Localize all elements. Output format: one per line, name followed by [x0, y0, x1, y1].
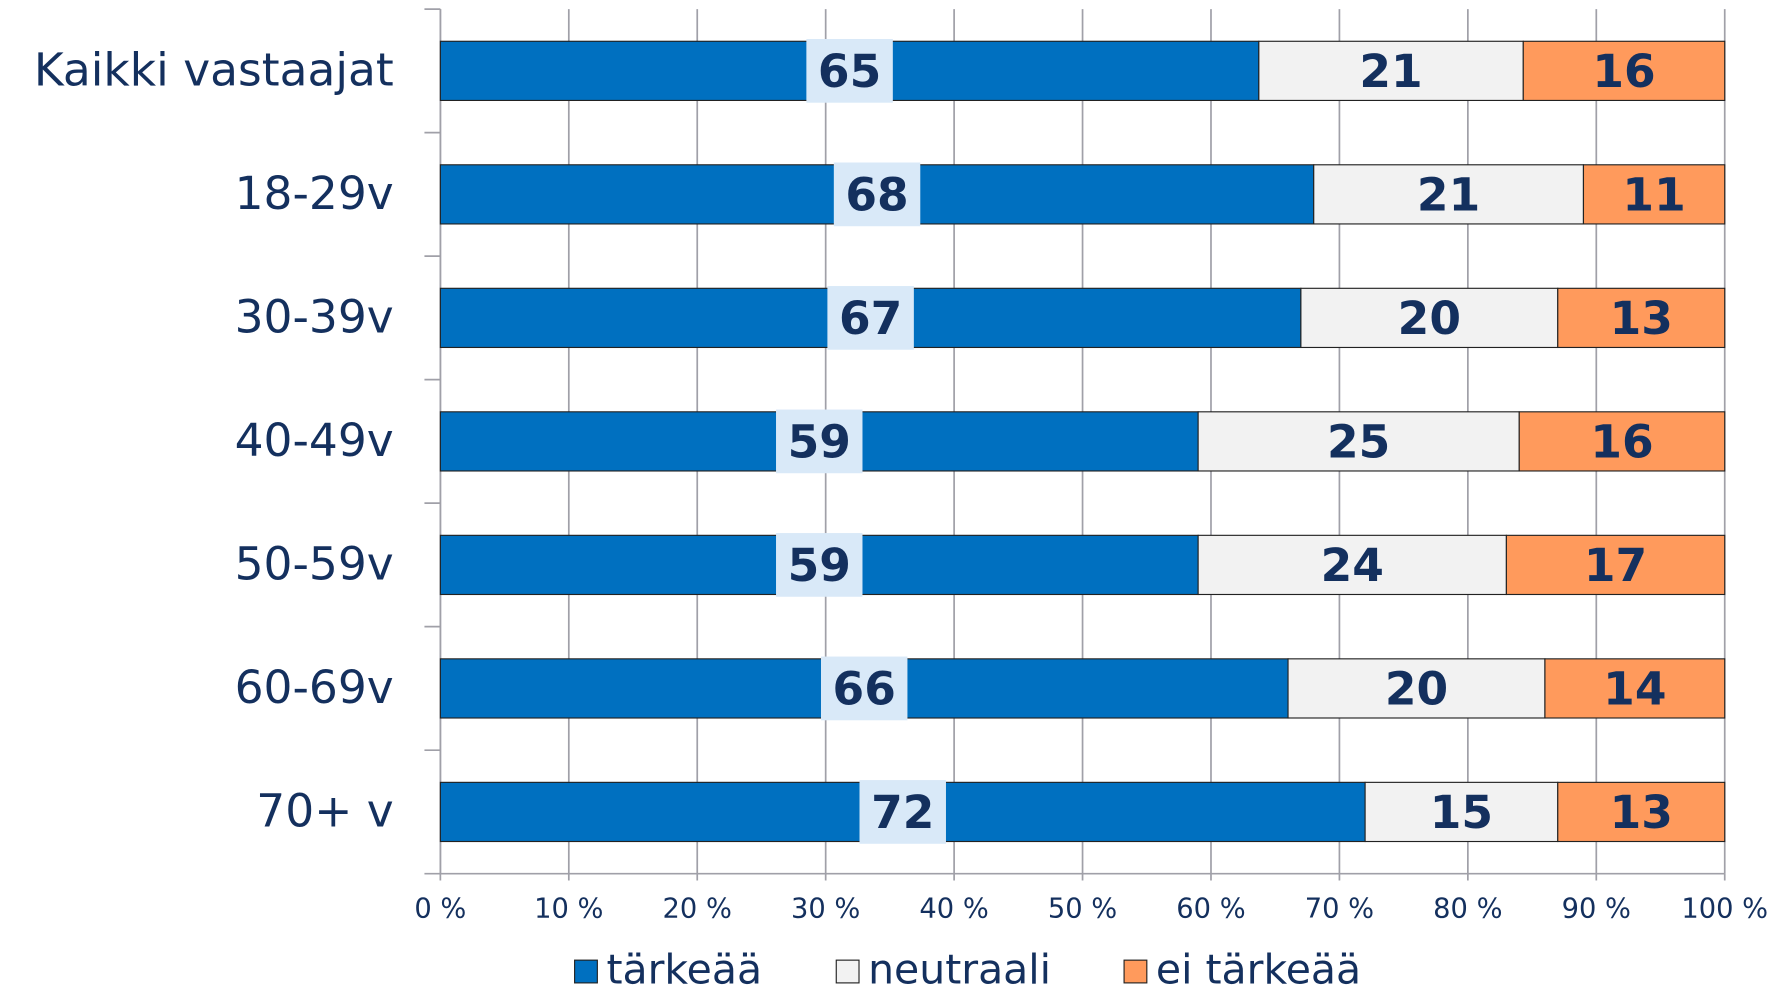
legend-label: ei tärkeää	[1156, 946, 1361, 992]
x-tick-label: 30 %	[791, 894, 860, 925]
label-box	[859, 780, 946, 844]
label-box	[827, 286, 914, 350]
bar-segment	[1300, 287, 1559, 349]
label-box	[806, 39, 893, 103]
y-tick-label: 50-59v	[235, 538, 394, 591]
label-box	[833, 162, 921, 227]
label-box	[776, 533, 863, 597]
data-label: 13	[1610, 292, 1673, 345]
x-tick-label: 10 %	[534, 894, 603, 925]
x-tick-label: 80 %	[1433, 894, 1502, 925]
bar-segment	[1557, 781, 1726, 843]
label-box	[776, 409, 863, 474]
y-tick-label: 18-29v	[235, 167, 394, 220]
legend-label: neutraali	[868, 946, 1051, 992]
data-label: 59	[788, 539, 851, 592]
y-tick-label: 40-49v	[235, 414, 394, 467]
bar-segment	[1544, 658, 1726, 719]
bar-segment	[1287, 658, 1546, 719]
data-label: 13	[1610, 786, 1673, 839]
data-label: 67	[839, 292, 902, 345]
x-tick-label: 40 %	[919, 894, 988, 925]
data-label: 24	[1321, 539, 1384, 592]
legend-swatch	[835, 959, 860, 984]
data-label: 68	[845, 168, 908, 221]
x-tick-label: 50 %	[1048, 894, 1117, 925]
bar-segment	[1518, 411, 1726, 472]
bar-segment	[1522, 40, 1726, 102]
bar-segment	[1258, 40, 1524, 102]
data-label: 17	[1584, 539, 1647, 592]
bar-segment	[1557, 287, 1726, 349]
x-tick-label: 60 %	[1176, 894, 1245, 925]
data-label: 65	[818, 45, 881, 98]
bar-segment	[1364, 781, 1559, 843]
legend-label: tärkeää	[606, 946, 762, 992]
data-label: 72	[871, 786, 934, 839]
data-label: 16	[1592, 45, 1655, 98]
y-tick-label: 30-39v	[235, 291, 394, 344]
y-tick-label: 60-69v	[235, 661, 394, 714]
x-tick-label: 20 %	[663, 894, 732, 925]
data-label: 16	[1590, 415, 1653, 468]
y-tick-label: 70+ v	[256, 785, 393, 838]
x-tick-label: 90 %	[1562, 894, 1631, 925]
data-label: 59	[788, 415, 851, 468]
bar-segment	[1197, 534, 1507, 596]
legend-swatch	[1123, 959, 1148, 984]
data-label: 20	[1385, 662, 1448, 715]
bar-segment	[1505, 534, 1726, 596]
x-tick-label: 0 %	[414, 894, 466, 925]
data-label: 11	[1622, 168, 1685, 221]
data-label: 21	[1417, 168, 1480, 221]
data-label: 25	[1327, 415, 1390, 468]
data-label: 21	[1359, 45, 1422, 98]
label-box	[820, 656, 908, 721]
data-label: 66	[833, 662, 896, 715]
bar-segment	[1313, 164, 1585, 225]
x-tick-label: 70 %	[1305, 894, 1374, 925]
bar-segment	[1197, 411, 1520, 472]
data-label: 20	[1398, 292, 1461, 345]
bar-segment	[1582, 164, 1726, 225]
data-label: 15	[1430, 786, 1493, 839]
data-label: 14	[1603, 662, 1666, 715]
x-tick-label: 100 %	[1681, 894, 1768, 925]
legend-swatch	[574, 959, 598, 984]
y-tick-label: Kaikki vastaajat	[34, 44, 394, 97]
